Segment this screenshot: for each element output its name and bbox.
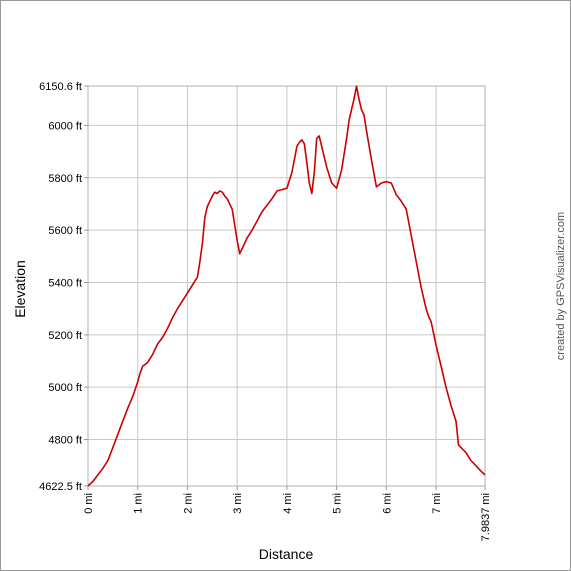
y-tick-label: 4622.5 ft: [39, 481, 82, 493]
x-tick-label: 6 mi: [381, 493, 393, 514]
credit-text: created by GPSVisualizer.com: [555, 212, 567, 360]
x-tick-label: 3 mi: [232, 493, 244, 514]
y-tick-label: 5600 ft: [48, 225, 82, 237]
x-tick-label: 0 mi: [83, 493, 95, 514]
x-tick-label: 7.9837 mi: [480, 493, 492, 541]
y-tick-label: 4800 ft: [48, 435, 82, 447]
y-tick-label: 5000 ft: [48, 382, 82, 394]
y-tick-label: 5400 ft: [48, 277, 82, 289]
x-tick-label: 7 mi: [431, 493, 443, 514]
y-tick-label: 5200 ft: [48, 330, 82, 342]
y-tick-label: 5800 ft: [48, 173, 82, 185]
elevation-line: [87, 85, 486, 487]
y-tick-label: 6000 ft: [48, 120, 82, 132]
x-axis-title: Distance: [259, 546, 314, 562]
x-tick-label: 2 mi: [182, 493, 194, 514]
y-tick-label: 6150.6 ft: [39, 81, 82, 93]
x-tick-label: 5 mi: [332, 493, 344, 514]
y-axis-title: Elevation: [12, 260, 28, 318]
x-tick-label: 1 mi: [133, 493, 145, 514]
x-tick-label: 4 mi: [282, 493, 294, 514]
